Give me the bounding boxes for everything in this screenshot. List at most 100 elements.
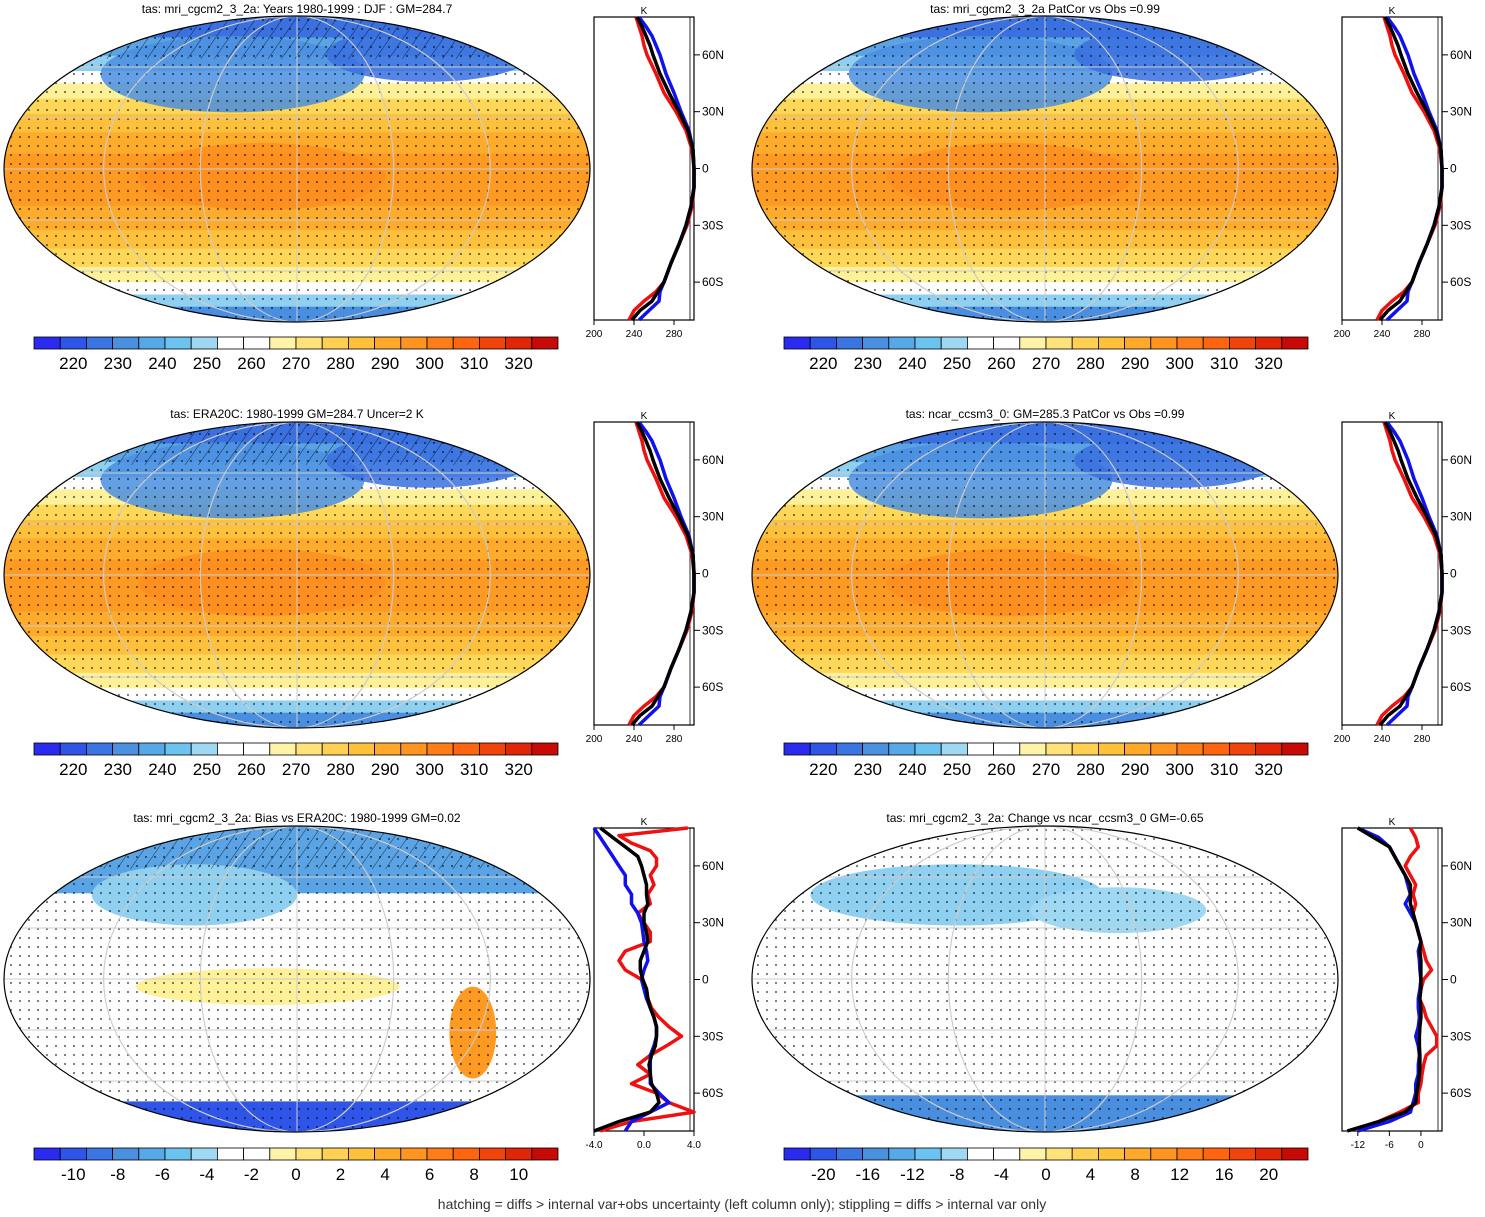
colorbar-label: 270 xyxy=(1032,760,1060,779)
panel-title-2: tas: mri_cgcm2_3_2a PatCor vs Obs =0.99 xyxy=(930,2,1160,16)
colorbar-swatch xyxy=(1072,743,1098,755)
lat-tick-label: 60N xyxy=(1450,453,1472,467)
x-tick-label: 240 xyxy=(1374,329,1391,340)
lat-tick-label: 60S xyxy=(1450,1086,1471,1100)
plot-frame xyxy=(1342,422,1442,725)
colorbar-swatch xyxy=(1125,1148,1151,1160)
colorbar-swatch xyxy=(889,337,915,349)
colorbar-label: 4 xyxy=(380,1165,389,1184)
colorbar-swatch xyxy=(863,743,889,755)
lat-tick-label: 60N xyxy=(1450,48,1472,62)
x-tick-label: 280 xyxy=(1414,329,1431,340)
panel-title-4: tas: ncar_ccsm3_0: GM=285.3 PatCor vs Ob… xyxy=(906,407,1185,421)
colorbar-label: 12 xyxy=(1170,1165,1189,1184)
map-panel-4 xyxy=(752,422,1338,729)
colorbar-label: 300 xyxy=(415,760,443,779)
colorbar-swatch xyxy=(941,337,967,349)
colorbar-label: 320 xyxy=(1255,354,1283,373)
colorbar-swatch xyxy=(296,743,322,755)
colorbar-label: 0 xyxy=(1041,1165,1050,1184)
colorbar-label: 260 xyxy=(237,760,265,779)
footer-note: hatching = diffs > internal var+obs unce… xyxy=(438,1196,1046,1212)
lat-tick-label: 30N xyxy=(702,105,724,119)
colorbar-label: 250 xyxy=(943,354,971,373)
colorbar-label: 320 xyxy=(505,760,533,779)
colorbar-label: 250 xyxy=(193,354,221,373)
x-tick-label: 200 xyxy=(1334,734,1351,745)
colorbar-swatch xyxy=(967,337,993,349)
map-fill xyxy=(4,422,590,729)
lat-tick-label: 30S xyxy=(1450,1029,1471,1043)
colorbar-swatch xyxy=(810,1148,836,1160)
colorbar-swatch xyxy=(244,337,270,349)
colorbar-swatch xyxy=(165,1148,191,1160)
colorbar-swatch xyxy=(1177,1148,1203,1160)
colorbar-swatch xyxy=(1125,337,1151,349)
colorbar-swatch xyxy=(1256,1148,1282,1160)
colorbar-label: -12 xyxy=(900,1165,925,1184)
colorbar-swatch xyxy=(506,337,532,349)
x-tick-label: 280 xyxy=(666,329,683,340)
colorbar-swatch xyxy=(941,743,967,755)
colorbar-swatch xyxy=(401,1148,427,1160)
colorbar-swatch xyxy=(810,743,836,755)
colorbar-swatch xyxy=(1072,337,1098,349)
colorbar-label: 220 xyxy=(809,760,837,779)
map-fill xyxy=(752,422,1338,729)
colorbar-swatch xyxy=(1203,743,1229,755)
colorbar-label: 280 xyxy=(1076,760,1104,779)
colorbar-swatch xyxy=(941,1148,967,1160)
unit-label: K xyxy=(641,6,648,17)
colorbar-swatch xyxy=(244,1148,270,1160)
colorbar-swatch xyxy=(532,743,558,755)
colorbar-swatch xyxy=(994,1148,1020,1160)
map-panel-3 xyxy=(4,422,590,729)
colorbar-label: 310 xyxy=(460,354,488,373)
colorbar-swatch xyxy=(532,337,558,349)
colorbar-swatch xyxy=(375,337,401,349)
lat-tick-label: 60S xyxy=(1450,275,1471,289)
colorbar-swatch xyxy=(1098,1148,1124,1160)
colorbar-swatch xyxy=(1229,1148,1255,1160)
lat-tick-label: 30N xyxy=(1450,105,1472,119)
colorbar-swatch xyxy=(1020,337,1046,349)
colorbar-label: 270 xyxy=(282,354,310,373)
colorbar-swatch xyxy=(86,743,112,755)
colorbar-swatch xyxy=(506,743,532,755)
colorbar-label: 16 xyxy=(1215,1165,1234,1184)
colorbar-label: 10 xyxy=(509,1165,528,1184)
colorbar-label: 0 xyxy=(291,1165,300,1184)
colorbar-label: 270 xyxy=(1032,354,1060,373)
lat-tick-label: 60N xyxy=(702,859,724,873)
colorbar-swatch xyxy=(113,743,139,755)
lat-tick-label: 0 xyxy=(1450,567,1457,581)
colorbar-label: -4 xyxy=(199,1165,214,1184)
colorbar-label: 230 xyxy=(104,760,132,779)
colorbar-label: 220 xyxy=(59,760,87,779)
colorbar-label: 240 xyxy=(148,760,176,779)
colorbar-swatch xyxy=(915,1148,941,1160)
colorbar-swatch xyxy=(34,337,60,349)
colorbar-swatch xyxy=(532,1148,558,1160)
colorbar-label: 280 xyxy=(326,760,354,779)
lat-tick-label: 60S xyxy=(1450,680,1471,694)
colorbar-label: 280 xyxy=(326,354,354,373)
colorbar-swatch xyxy=(1203,1148,1229,1160)
colorbar-label: 230 xyxy=(854,760,882,779)
colorbar-swatch xyxy=(401,743,427,755)
colorbar-swatch xyxy=(244,743,270,755)
colorbar-label: 300 xyxy=(415,354,443,373)
colorbar-swatch xyxy=(810,337,836,349)
plot-frame xyxy=(594,422,694,725)
colorbar-swatch xyxy=(1020,743,1046,755)
colorbar-swatch xyxy=(479,743,505,755)
colorbar-swatch xyxy=(836,337,862,349)
colorbar-swatch xyxy=(217,1148,243,1160)
colorbar-label: 310 xyxy=(1210,354,1238,373)
lat-tick-label: 30N xyxy=(1450,510,1472,524)
x-tick-label: 0.0 xyxy=(637,1140,651,1151)
colorbar-swatch xyxy=(401,337,427,349)
colorbar-label: 280 xyxy=(1076,354,1104,373)
